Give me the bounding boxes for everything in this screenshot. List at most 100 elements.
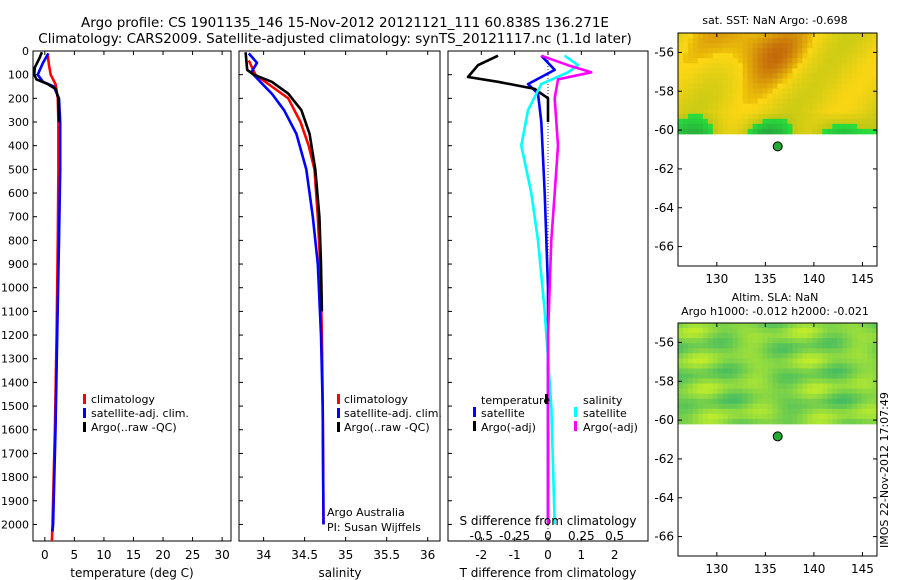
map-cell — [847, 53, 853, 59]
map-cell — [687, 388, 694, 395]
map-cell — [852, 78, 858, 84]
map-cell — [722, 323, 729, 329]
map-cell — [832, 388, 838, 395]
map-cell — [872, 368, 878, 374]
map-cell — [792, 88, 798, 94]
map-cell — [702, 73, 709, 79]
map-cell — [702, 343, 709, 349]
map-cell — [772, 128, 778, 135]
map-cell — [782, 103, 788, 110]
difference-lines — [466, 54, 593, 525]
map-cell — [732, 343, 739, 349]
map-cell — [777, 418, 783, 425]
map-cell — [767, 128, 773, 135]
legend-label-sat: satellite-adj. clim. — [91, 407, 189, 420]
map-cell — [802, 128, 808, 135]
map-cell — [832, 408, 838, 415]
map-cell — [777, 323, 783, 329]
map-cell — [832, 88, 838, 94]
map-cell — [777, 363, 783, 369]
map-cell — [697, 403, 704, 410]
float-marker — [772, 431, 783, 442]
map-cell — [732, 348, 739, 354]
map-cell — [717, 103, 724, 110]
map-cell — [722, 88, 729, 94]
map-cell — [712, 93, 719, 100]
map-cell — [697, 98, 704, 105]
map-cell — [777, 328, 783, 334]
map-cell — [817, 58, 823, 64]
map-cell — [792, 93, 798, 100]
map-cell — [752, 323, 759, 329]
map-cell — [678, 373, 684, 379]
map-cell — [807, 43, 813, 49]
map-cell — [812, 398, 818, 405]
map-cell — [852, 358, 858, 364]
map-cell — [862, 398, 868, 405]
map-cell — [847, 38, 853, 44]
map-cell — [797, 373, 803, 379]
map-cell — [872, 383, 878, 390]
temperature-lines — [32, 51, 62, 542]
map-cell — [702, 383, 709, 390]
map-cell — [842, 113, 848, 120]
map-cell — [852, 333, 858, 339]
map-cell — [752, 348, 759, 354]
map-cell — [857, 388, 863, 395]
map-cell — [707, 123, 714, 130]
map-cell — [832, 93, 838, 100]
map-cell — [822, 343, 828, 349]
map-cell — [762, 53, 768, 59]
map-cell — [777, 78, 783, 84]
map-cell — [767, 58, 773, 64]
map-cell — [732, 408, 739, 415]
s-tick-label: -0.5 — [470, 529, 493, 543]
map-cell — [697, 413, 704, 420]
map-cell — [742, 103, 749, 110]
map-cell — [702, 38, 709, 44]
map-cell — [747, 78, 754, 84]
map-cell — [822, 323, 828, 329]
imos-timestamp: IMOS 22-Nov-2012 17:07:49 — [878, 392, 891, 548]
map-cell — [712, 348, 719, 354]
map-cell — [737, 338, 744, 344]
map-cell — [737, 343, 744, 349]
map-cell — [697, 358, 704, 364]
map-cell — [717, 118, 724, 125]
map-cell — [857, 78, 863, 84]
map-cell — [787, 78, 793, 84]
map-cell — [712, 58, 719, 64]
map-cell — [687, 368, 694, 374]
map-cell — [678, 103, 684, 110]
map-cell — [807, 103, 813, 110]
map-cell — [837, 33, 843, 39]
map-cell — [767, 378, 773, 384]
map-cell — [872, 98, 878, 105]
map-cell — [742, 108, 749, 115]
map-cell — [787, 338, 793, 344]
map-cell — [712, 53, 719, 59]
map-cell — [752, 93, 759, 100]
map-cell — [817, 393, 823, 400]
map-cell — [717, 413, 724, 420]
map-cell — [797, 378, 803, 384]
map-y-tick-label: -56 — [654, 45, 674, 59]
map-cell — [727, 408, 734, 415]
t-difference-xlabel: T difference from climatology — [459, 566, 637, 580]
map-cell — [737, 78, 744, 84]
map-cell — [857, 333, 863, 339]
legend-swatch-sat — [337, 408, 340, 418]
map-cell — [767, 123, 773, 130]
map-cell — [797, 338, 803, 344]
map-cell — [847, 48, 853, 54]
map-cell — [747, 123, 754, 130]
map-cell — [752, 328, 759, 334]
map-cell — [797, 108, 803, 115]
map-cell — [782, 333, 788, 339]
map-cell — [742, 418, 749, 425]
map-cell — [792, 38, 798, 44]
map-cell — [812, 383, 818, 390]
map-x-tick-label: 145 — [851, 562, 874, 576]
map-cell — [747, 418, 754, 425]
map-cell — [852, 128, 858, 135]
